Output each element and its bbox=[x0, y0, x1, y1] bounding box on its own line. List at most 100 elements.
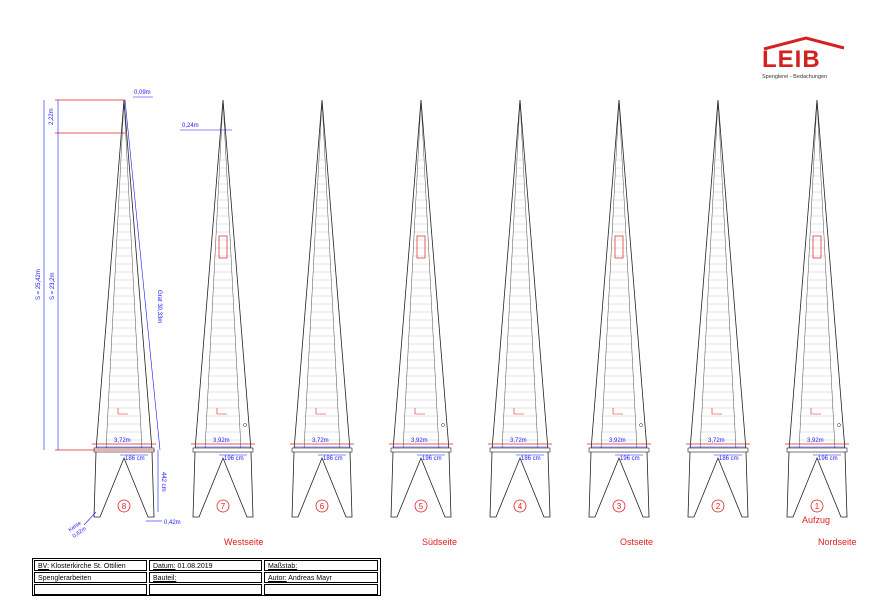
spire-7: 3,92m 196 cm 7 Westseite bbox=[191, 99, 263, 547]
spire-rib bbox=[717, 99, 737, 451]
spire-rib bbox=[123, 99, 143, 451]
marker-red bbox=[711, 408, 722, 415]
side-label: Westseite bbox=[224, 537, 263, 547]
spire-rib bbox=[420, 99, 440, 451]
spire-4: 3,72m 186 cm 4 bbox=[488, 99, 552, 518]
tb-bv: BV: Klosterkirche St. Ottilien bbox=[34, 560, 147, 571]
window-opening bbox=[614, 235, 624, 259]
spire-number: 8 bbox=[122, 502, 127, 511]
inner-width-label: 196 cm bbox=[620, 456, 640, 462]
tb-autor-value: Andreas Mayr bbox=[288, 575, 332, 582]
tb-bauteil: Bauteil: bbox=[149, 572, 262, 583]
spire-number: 4 bbox=[518, 502, 523, 511]
tb-empty-3 bbox=[264, 584, 378, 595]
anchor-point bbox=[243, 423, 247, 427]
inner-width-label: 186 cm bbox=[125, 456, 145, 462]
inner-width-label: 196 cm bbox=[818, 456, 838, 462]
title-block: BV: Klosterkirche St. Ottilien Datum: 01… bbox=[32, 558, 381, 596]
base-band bbox=[192, 447, 254, 453]
spire-rib bbox=[618, 99, 638, 451]
dim-main-height: S = 23,2m bbox=[50, 272, 56, 300]
spire-foot bbox=[192, 451, 254, 518]
spire-6: 3,72m 186 cm 6 bbox=[290, 99, 354, 518]
number-circle bbox=[216, 499, 230, 513]
marker-red bbox=[414, 408, 425, 415]
spire-outline bbox=[788, 99, 846, 451]
inner-width-label: 186 cm bbox=[719, 456, 739, 462]
spire-foot bbox=[390, 451, 452, 518]
spire-outline bbox=[194, 99, 252, 451]
base-band bbox=[489, 447, 551, 453]
width-label: 3,72m bbox=[510, 438, 527, 444]
tb-bv-value: Klosterkirche St. Ottilien bbox=[50, 563, 126, 570]
dim-base-height: 442 cm bbox=[160, 472, 166, 492]
spire-number: 1 bbox=[815, 502, 820, 511]
marker-red bbox=[810, 408, 821, 415]
spire-rib bbox=[798, 99, 818, 451]
number-circle bbox=[711, 499, 725, 513]
spire-rib bbox=[501, 99, 521, 451]
anchor-point bbox=[639, 423, 643, 427]
inner-width-label: 196 cm bbox=[422, 456, 442, 462]
spire-foot bbox=[687, 451, 749, 518]
side-label: Nordseite bbox=[818, 537, 857, 547]
side-label: Ostseite bbox=[620, 537, 653, 547]
marker-red bbox=[117, 408, 128, 415]
width-label: 3,72m bbox=[114, 438, 131, 444]
dim-total-height: S = 25,42m bbox=[36, 269, 42, 300]
spire-1: 3,92m 196 cm 1 Nordseite bbox=[785, 99, 857, 547]
number-circle bbox=[513, 499, 527, 513]
spire-foot bbox=[786, 451, 848, 518]
base-band bbox=[291, 447, 353, 453]
spire-3: 3,92m 196 cm 3 Ostseite bbox=[587, 99, 653, 547]
tb-massstab: Maßstab: bbox=[264, 560, 378, 571]
width-label: 3,92m bbox=[213, 438, 230, 444]
spire-foot bbox=[588, 451, 650, 518]
number-circle bbox=[315, 499, 329, 513]
width-label: 3,92m bbox=[807, 438, 824, 444]
spire-foot bbox=[489, 451, 551, 518]
spire-rib bbox=[105, 99, 125, 451]
dim-tip-height: 2,22m bbox=[49, 108, 55, 125]
base-band bbox=[588, 447, 650, 453]
width-label: 3,72m bbox=[708, 438, 725, 444]
marker-red bbox=[513, 408, 524, 415]
base-band bbox=[390, 447, 452, 453]
spire-number: 2 bbox=[716, 502, 721, 511]
base-band bbox=[687, 447, 749, 453]
spire-rib bbox=[402, 99, 422, 451]
spire-rib bbox=[321, 99, 341, 451]
dim-base-offset: 0,42m bbox=[164, 520, 181, 526]
spire-outline bbox=[689, 99, 747, 451]
spire-outline bbox=[590, 99, 648, 451]
number-circle bbox=[117, 499, 131, 513]
logo-subtitle: Spenglerei - Bedachungen bbox=[762, 74, 828, 80]
width-label: 3,92m bbox=[411, 438, 428, 444]
spire-outline bbox=[293, 99, 351, 451]
spire-outline bbox=[392, 99, 450, 451]
window-opening bbox=[416, 235, 426, 259]
aufzug-label: Aufzug bbox=[802, 515, 830, 525]
spire-8: 3,72m 186 cm 8 bbox=[92, 99, 156, 518]
inner-width-label: 186 cm bbox=[323, 456, 343, 462]
dimension-annotations: 0,09m 2,22m S = 25,42m S = 23,2m Grat 30… bbox=[36, 90, 232, 540]
logo-word: LEIB bbox=[762, 46, 821, 73]
spire-number: 6 bbox=[320, 502, 325, 511]
inner-width-label: 196 cm bbox=[224, 456, 244, 462]
tb-datum-value: 01.08.2019 bbox=[177, 563, 213, 570]
spire-foot bbox=[291, 451, 353, 518]
spires-layer: 3,72m 186 cm 8 3,92m 196 cm 7 Westseite 3,72m 18… bbox=[92, 99, 857, 547]
tb-work: Spenglerarbeiten bbox=[34, 572, 147, 583]
inner-width-label: 186 cm bbox=[521, 456, 541, 462]
spire-number: 7 bbox=[221, 502, 226, 511]
anchor-point bbox=[441, 423, 445, 427]
window-opening bbox=[218, 235, 228, 259]
spire-number: 3 bbox=[617, 502, 622, 511]
spire-rib bbox=[519, 99, 539, 451]
dim-grat: Grat 30,33m bbox=[156, 290, 162, 323]
spire-rib bbox=[600, 99, 620, 451]
spire-rib bbox=[816, 99, 836, 451]
marker-red bbox=[612, 408, 623, 415]
number-circle bbox=[810, 499, 824, 513]
